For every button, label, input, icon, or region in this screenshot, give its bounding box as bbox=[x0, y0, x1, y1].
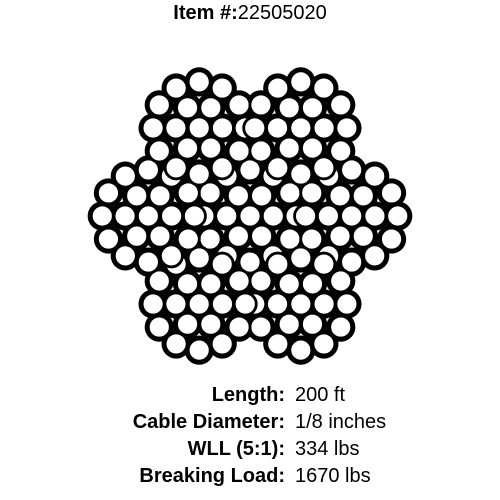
spec-value: 1/8 inches bbox=[295, 409, 415, 436]
cable-cross-section-diagram bbox=[50, 26, 450, 406]
spec-label: Breaking Load: bbox=[85, 463, 295, 490]
spec-value: 334 lbs bbox=[295, 436, 415, 463]
spec-label: Length: bbox=[85, 382, 295, 409]
item-number: Item #:22505020 bbox=[0, 2, 500, 25]
spec-row: Length:200 ft bbox=[0, 382, 500, 409]
item-value: 22505020 bbox=[238, 2, 327, 24]
spec-value: 1670 lbs bbox=[295, 463, 415, 490]
spec-row: WLL (5:1):334 lbs bbox=[0, 436, 500, 463]
spec-label: Cable Diameter: bbox=[85, 409, 295, 436]
spec-row: Cable Diameter:1/8 inches bbox=[0, 409, 500, 436]
spec-label: WLL (5:1): bbox=[85, 436, 295, 463]
item-label: Item #: bbox=[173, 2, 237, 24]
spec-value: 200 ft bbox=[295, 382, 415, 409]
spec-table: Length:200 ftCable Diameter:1/8 inchesWL… bbox=[0, 382, 500, 490]
spec-row: Breaking Load:1670 lbs bbox=[0, 463, 500, 490]
